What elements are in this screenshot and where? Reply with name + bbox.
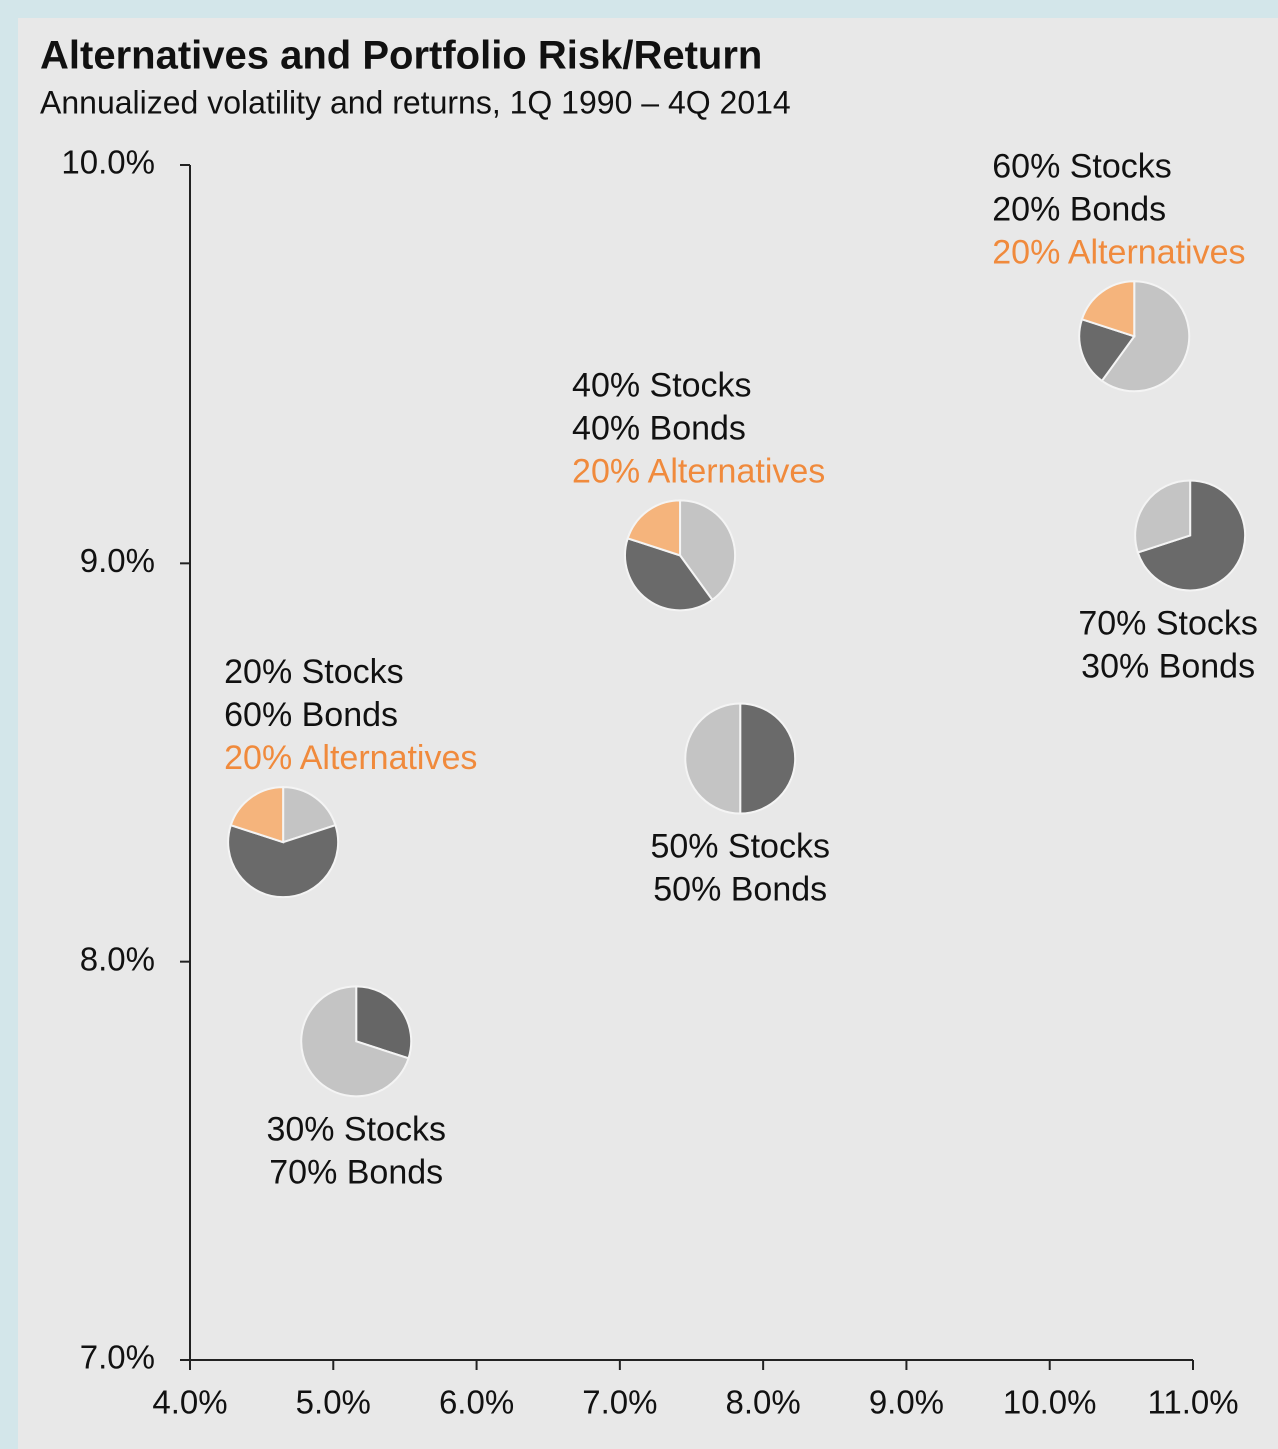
pie-label: 30% Bonds	[1081, 647, 1255, 685]
x-tick-label: 7.0%	[582, 1384, 657, 1421]
y-tick-label: 9.0%	[80, 542, 155, 579]
pie-label: 20% Alternatives	[572, 452, 825, 490]
pie	[300, 985, 413, 1098]
pie-label: 60% Bonds	[224, 696, 398, 734]
pie-label: 30% Stocks	[266, 1110, 446, 1148]
pie	[684, 702, 797, 815]
pie-slice	[684, 702, 742, 815]
pie-slice	[1136, 479, 1247, 592]
pie-slice	[624, 537, 714, 612]
pie-label: 40% Bonds	[572, 409, 746, 447]
chart-subtitle: Annualized volatility and returns, 1Q 19…	[40, 84, 791, 120]
chart-title: Alternatives and Portfolio Risk/Return	[40, 34, 762, 78]
pie-label: 70% Stocks	[1078, 604, 1258, 642]
pie	[227, 786, 340, 899]
pie-slice	[1080, 280, 1136, 338]
x-tick-label: 4.0%	[152, 1384, 227, 1421]
x-tick-label: 5.0%	[296, 1384, 371, 1421]
pie-slice	[229, 786, 285, 844]
pie-label: 70% Bonds	[269, 1153, 443, 1191]
pie-label: 40% Stocks	[572, 366, 752, 404]
x-tick-label: 6.0%	[439, 1384, 514, 1421]
panel	[18, 18, 1278, 1449]
x-tick-label: 10.0%	[1003, 1384, 1097, 1421]
pie-slice	[626, 499, 682, 557]
y-tick-label: 7.0%	[80, 1339, 155, 1376]
pie-label: 20% Alternatives	[224, 739, 477, 777]
pie-label: 50% Bonds	[653, 871, 827, 909]
pie-slice	[1078, 318, 1136, 383]
pie-label: 50% Stocks	[650, 828, 830, 866]
y-tick-label: 8.0%	[80, 940, 155, 977]
pie-label: 20% Stocks	[224, 653, 404, 691]
y-tick-label: 10.0%	[61, 144, 155, 181]
x-tick-label: 8.0%	[726, 1384, 801, 1421]
pie-slice	[679, 499, 736, 602]
pie-slice	[355, 985, 413, 1060]
x-tick-label: 11.0%	[1147, 1384, 1238, 1421]
pie-slice	[739, 702, 797, 815]
pie-slice	[300, 985, 410, 1098]
pie-slice	[227, 823, 340, 899]
pie-label: 20% Alternatives	[992, 233, 1245, 271]
pie-label: 60% Stocks	[992, 147, 1172, 185]
pie	[1134, 479, 1247, 592]
x-tick-label: 9.0%	[869, 1384, 944, 1421]
pie-slice	[1134, 479, 1192, 554]
pie	[624, 499, 736, 612]
pie	[1078, 280, 1191, 393]
pie-label: 20% Bonds	[992, 190, 1166, 228]
pie-slice	[1100, 280, 1191, 393]
